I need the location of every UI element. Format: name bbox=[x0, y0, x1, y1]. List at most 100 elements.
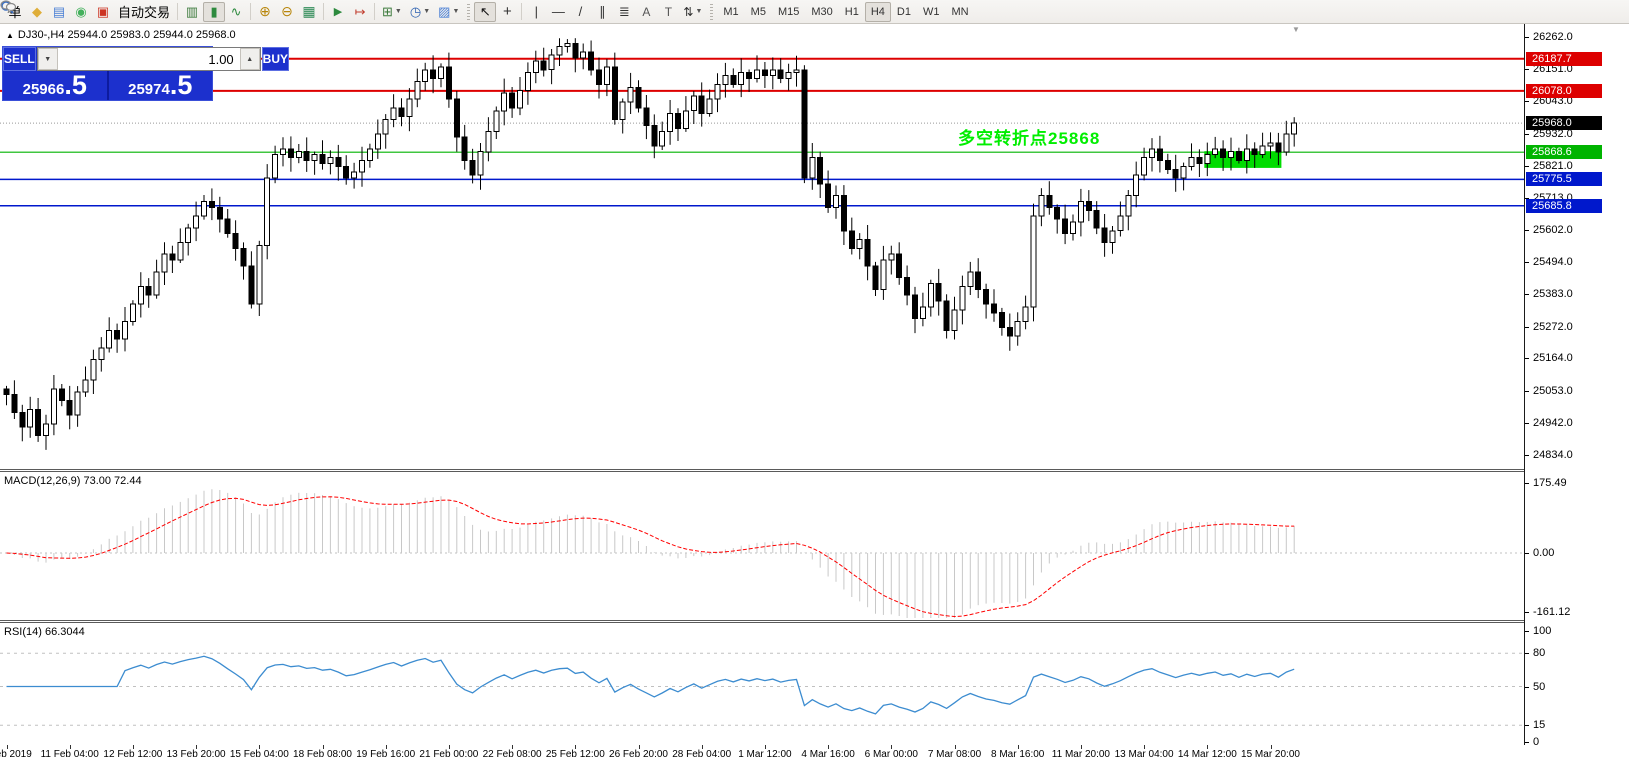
price-tick-label: 24942.0 bbox=[1533, 417, 1573, 430]
chat-icon[interactable] bbox=[0, 0, 1625, 22]
timeframe-h4[interactable]: H4 bbox=[864, 1, 891, 22]
search-icon[interactable] bbox=[1, 1, 1603, 22]
crosshair-icon[interactable]: + bbox=[502, 3, 512, 20]
time-label: 22 Feb 08:00 bbox=[482, 749, 542, 760]
price-tick-label: 25494.0 bbox=[1533, 255, 1573, 268]
timeframe-mn[interactable]: MN bbox=[951, 5, 969, 18]
time-tick-mark bbox=[1270, 745, 1272, 749]
chart-shift-icon[interactable]: ↦ bbox=[354, 3, 366, 19]
time-tick-mark bbox=[512, 745, 514, 749]
axis-tick-mark bbox=[1525, 230, 1529, 232]
rsi-panel[interactable] bbox=[0, 623, 1524, 745]
time-label: 18 Feb 08:00 bbox=[293, 749, 352, 760]
arrows-icon[interactable]: ⇅ ▼ bbox=[683, 4, 703, 19]
timeframe-m30[interactable]: M30 bbox=[811, 5, 833, 18]
main-chart-area[interactable] bbox=[0, 24, 1524, 469]
time-tick-mark bbox=[69, 745, 71, 749]
volume-decrease-button[interactable]: ▼ bbox=[37, 48, 58, 70]
fibonacci-icon[interactable]: ≣ bbox=[618, 3, 630, 19]
collapse-triangle-icon[interactable]: ▲ bbox=[6, 31, 14, 40]
timeframe-m5[interactable]: M5 bbox=[750, 5, 766, 18]
dropdown-arrow-icon[interactable]: ▼ bbox=[452, 8, 460, 15]
toolbar-separator bbox=[177, 3, 179, 20]
volume-input[interactable] bbox=[57, 48, 240, 70]
toolbar-drag-handle[interactable] bbox=[467, 3, 471, 20]
timeframe-m1[interactable]: M1 bbox=[723, 5, 739, 18]
timeframe-d1[interactable]: D1 bbox=[896, 5, 911, 18]
timeframe-h1[interactable]: H1 bbox=[844, 5, 859, 18]
zoom-out-icon[interactable]: ⊖ bbox=[281, 3, 293, 19]
new-chart-icon[interactable]: ⊞ ▼ bbox=[382, 3, 402, 19]
axis-tick-mark bbox=[1525, 725, 1529, 726]
time-label: 6 Mar 00:00 bbox=[864, 749, 918, 760]
timeframe-m15[interactable]: M15 bbox=[777, 5, 800, 18]
axis-tick-mark bbox=[1525, 69, 1529, 71]
bar-chart-icon[interactable]: ▥ bbox=[185, 3, 199, 19]
time-label: 7 Mar 08:00 bbox=[927, 749, 982, 760]
panel-separator[interactable] bbox=[0, 622, 1629, 623]
price-tick-label: 26262.0 bbox=[1533, 31, 1573, 43]
history-center-icon[interactable]: ▤ bbox=[52, 3, 66, 19]
text-icon[interactable]: A bbox=[642, 4, 651, 19]
dropdown-arrow-icon[interactable]: ▼ bbox=[695, 8, 703, 15]
time-label: 26 Feb 20:00 bbox=[609, 749, 668, 760]
buy-button[interactable]: BUY bbox=[261, 47, 290, 71]
axis-tick-mark bbox=[1525, 483, 1529, 484]
axis-tick-mark bbox=[1525, 653, 1529, 654]
time-label: 14 Mar 12:00 bbox=[1177, 749, 1237, 760]
dropdown-arrow-icon[interactable]: ▼ bbox=[394, 8, 402, 15]
price-level-badge: 25868.6 bbox=[1526, 145, 1602, 160]
autotrading-icon[interactable]: ▣ bbox=[96, 3, 110, 19]
time-tick-mark bbox=[1144, 745, 1146, 749]
axis-tick-mark bbox=[1525, 631, 1529, 632]
zoom-in-icon[interactable]: ⊕ bbox=[259, 3, 271, 19]
time-tick-mark bbox=[6, 745, 8, 749]
time-label: 8 Mar 16:00 bbox=[991, 749, 1045, 760]
one-click-trading-panel: SELL ▼ ▲ BUY 25966.5 25974.5 bbox=[2, 46, 290, 101]
axis-tick-mark bbox=[1525, 133, 1529, 135]
text-label-icon[interactable]: T bbox=[664, 4, 673, 19]
volume-increase-button[interactable]: ▲ bbox=[239, 48, 260, 70]
panel-separator[interactable] bbox=[0, 471, 1629, 472]
timeframe-w1[interactable]: W1 bbox=[922, 5, 940, 18]
chart-shift-marker-icon: ▼ bbox=[1292, 25, 1300, 34]
vertical-line-icon[interactable]: | bbox=[534, 4, 539, 19]
time-label: 8 Feb 2019 bbox=[0, 749, 32, 760]
new-order-icon[interactable]: ◆ bbox=[32, 3, 42, 19]
macd-panel[interactable] bbox=[0, 472, 1524, 620]
time-tick-mark bbox=[701, 745, 703, 749]
time-tick-mark bbox=[891, 745, 893, 749]
time-tick-mark bbox=[764, 745, 766, 749]
toolbar-items: 单 ◆ ▤ ◉ ▣ 自动交易 ▥ ▮ ∿ ⊕ ⊖ ▦ ▶ ↦ ⊞ ▼ ◷ ▼ ▨ ▼ ↖ + | — / ∥ ≣ A T ⇅ ▼ bbox=[4, 1, 717, 22]
buy-price[interactable]: 25974.5 bbox=[128, 70, 193, 100]
auto-scroll-icon[interactable]: ▶ bbox=[333, 6, 343, 18]
equidistant-channel-icon[interactable]: ∥ bbox=[599, 3, 606, 19]
templates-icon[interactable]: ▨ ▼ bbox=[438, 3, 460, 19]
time-label: 4 Mar 16:00 bbox=[801, 749, 855, 760]
price-scale[interactable]: 26262.026151.026043.025932.025821.025713… bbox=[1524, 24, 1629, 765]
cursor-icon[interactable]: ↖ bbox=[474, 1, 497, 22]
sell-button[interactable]: SELL bbox=[3, 47, 36, 71]
toolbar-separator bbox=[323, 3, 325, 20]
horizontal-line-icon[interactable]: — bbox=[551, 4, 565, 19]
dropdown-arrow-icon[interactable]: ▼ bbox=[423, 8, 431, 15]
price-level-badge: 25685.8 bbox=[1526, 198, 1602, 213]
time-tick-mark bbox=[132, 745, 134, 749]
periods-clock-icon[interactable]: ◷ ▼ bbox=[409, 3, 431, 19]
axis-tick-mark bbox=[1525, 423, 1529, 425]
axis-tick-mark bbox=[1525, 197, 1529, 199]
panel-separator[interactable] bbox=[0, 469, 1629, 470]
time-tick-mark bbox=[954, 745, 956, 749]
trendline-icon[interactable]: / bbox=[578, 4, 583, 19]
toolbar-drag-handle[interactable] bbox=[710, 3, 714, 20]
panel-separator[interactable] bbox=[0, 620, 1629, 621]
volume-spinner: ▼ ▲ bbox=[36, 47, 261, 71]
navigator-icon[interactable]: ◉ bbox=[75, 3, 87, 19]
tile-windows-icon[interactable]: ▦ bbox=[302, 3, 316, 19]
macd-axis-label: 175.49 bbox=[1533, 477, 1567, 489]
candlestick-chart-icon[interactable]: ▮ bbox=[203, 1, 226, 22]
line-chart-icon[interactable]: ∿ bbox=[230, 3, 242, 19]
sell-price[interactable]: 25966.5 bbox=[22, 70, 87, 100]
price-level-badge: 25775.5 bbox=[1526, 172, 1602, 187]
